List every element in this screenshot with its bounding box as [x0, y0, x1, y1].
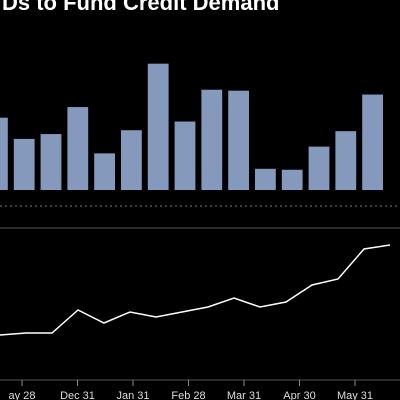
bar — [362, 94, 383, 190]
line — [0, 244, 391, 336]
bar — [147, 63, 169, 190]
bar — [40, 134, 62, 190]
bar — [13, 138, 35, 190]
x-tick-label: ay 28 — [9, 390, 36, 400]
bar — [308, 146, 330, 190]
bar — [94, 153, 115, 190]
x-tick-label: Mar 31 — [227, 390, 261, 400]
bar — [201, 89, 223, 190]
bar — [0, 117, 8, 190]
x-tick-label: Jan 31 — [116, 390, 149, 400]
bar — [67, 107, 89, 190]
bar — [228, 90, 249, 190]
x-tick-label: May 31 — [337, 390, 373, 400]
bar — [255, 168, 276, 190]
bar — [281, 169, 303, 190]
bar — [335, 131, 357, 190]
chart-title: Ds to Fund Credit Demand — [2, 0, 279, 15]
x-tick-label: Dec 31 — [60, 390, 95, 400]
x-tick-label: Apr 30 — [283, 390, 315, 400]
x-tick-label: Feb 28 — [171, 390, 205, 400]
bar — [174, 121, 196, 190]
bar — [121, 130, 142, 190]
